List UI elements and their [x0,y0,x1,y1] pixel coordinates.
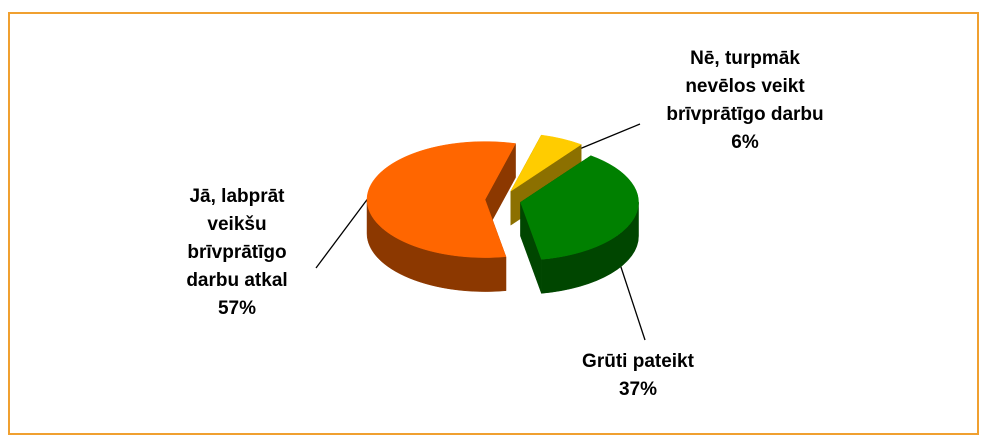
value-label: 57% [217,298,257,319]
slice-label: Jā, labprāt veikšu brīvprātīgo darbu atk… [162,183,312,323]
slice [366,141,516,258]
value-label: 6% [731,132,759,153]
slice-label: Nē, turpmāk nevēlos veikt brīvprātīgo da… [665,45,825,157]
slice-label: Grūti pateikt 37% [538,348,738,404]
pie [366,134,639,294]
slice [520,155,639,294]
chart-frame [8,12,979,435]
slice [366,141,516,292]
leader-line [576,123,641,151]
leader-line [616,254,646,341]
category-label: Jā, labprāt veikšu brīvprātīgo darbu atk… [186,186,288,291]
category-label: Nē, turpmāk nevēlos veikt brīvprātīgo da… [666,48,824,125]
category-label: Grūti pateikt [582,351,694,372]
value-label: 37% [618,379,658,400]
slice [520,155,639,260]
slice [510,134,582,192]
